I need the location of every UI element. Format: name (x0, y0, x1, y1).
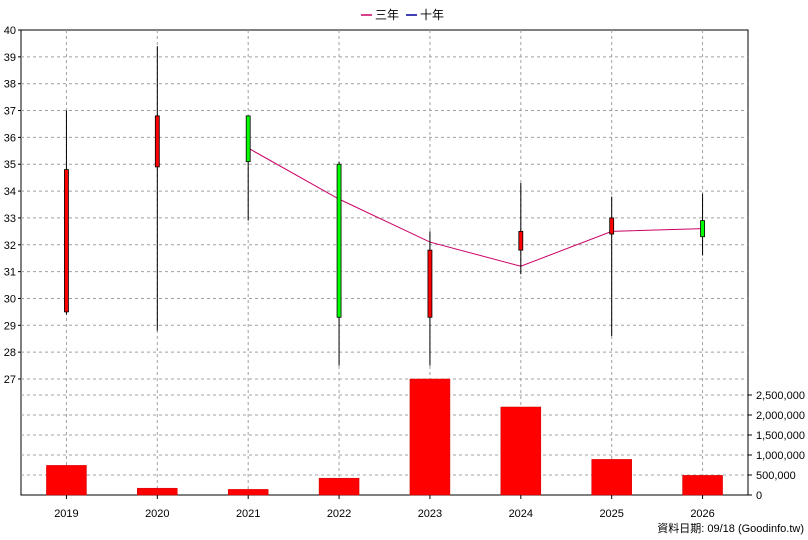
x-axis: 2019 2020 2021 2022 2023 2024 2025 2026 (54, 495, 715, 520)
price-tick-label: 31 (4, 267, 16, 279)
candle-body (336, 163, 342, 318)
volume-bar (591, 459, 632, 496)
volume-tick-label: 2,000,000 (756, 410, 805, 422)
x-tick-label: 2025 (599, 508, 623, 520)
x-tick-label: 2019 (54, 508, 78, 520)
candle-body (700, 220, 705, 238)
plot-area (20, 29, 749, 496)
volume-bar (46, 465, 87, 496)
grid (21, 30, 748, 495)
volume-tick-label: 1,000,000 (756, 450, 805, 462)
price-tick-label: 40 (4, 25, 16, 37)
volume-bar (409, 378, 451, 496)
volume-bar (682, 475, 723, 496)
price-tick-label: 36 (4, 132, 16, 144)
volume-bar (227, 489, 269, 496)
legend: 三年 十年 (361, 8, 444, 22)
volume-tick-label: 2,500,000 (756, 390, 805, 402)
price-axis: 27 28 29 30 31 32 33 34 35 36 37 38 39 40 (4, 25, 21, 386)
three-year-line (247, 147, 703, 267)
candle-body (245, 115, 251, 162)
volume-tick-label: 500,000 (756, 470, 796, 482)
price-tick-label: 27 (4, 374, 16, 386)
candle-body (64, 169, 69, 313)
candle-body (427, 249, 433, 318)
volume-bar (137, 487, 178, 496)
price-tick-label: 28 (4, 347, 16, 359)
x-tick-label: 2024 (509, 508, 533, 520)
x-tick-label: 2026 (690, 508, 714, 520)
volume-bar (318, 477, 360, 496)
x-tick-label: 2021 (236, 508, 260, 520)
volume-bar (500, 406, 542, 496)
legend-label-ten-year: 十年 (420, 8, 444, 22)
price-tick-label: 29 (4, 320, 16, 332)
price-tick-label: 39 (4, 52, 16, 64)
candle-body (609, 217, 615, 235)
candle-body (154, 115, 160, 168)
data-date-footer: 資料日期: 09/18 (Goodinfo.tw) (657, 521, 804, 535)
price-tick-label: 37 (4, 106, 16, 118)
volume-axis: 0 500,000 1,000,000 1,500,000 2,000,000 2,500… (747, 379, 805, 502)
candles (64, 46, 705, 366)
price-tick-label: 34 (4, 186, 16, 198)
x-tick-label: 2022 (327, 508, 351, 520)
price-tick-label: 32 (4, 240, 16, 252)
price-tick-label: 38 (4, 79, 16, 91)
volume-tick-label: 0 (756, 490, 762, 502)
x-tick-label: 2023 (418, 508, 442, 520)
volume-tick-label: 1,500,000 (756, 430, 805, 442)
volume-bars (46, 378, 723, 496)
candle-body (518, 230, 524, 251)
three-year-line-path (247, 147, 703, 267)
price-tick-label: 35 (4, 159, 16, 171)
legend-label-three-year: 三年 (375, 8, 399, 22)
x-tick-label: 2020 (145, 508, 169, 520)
price-tick-label: 30 (4, 293, 16, 305)
price-tick-label: 33 (4, 213, 16, 225)
